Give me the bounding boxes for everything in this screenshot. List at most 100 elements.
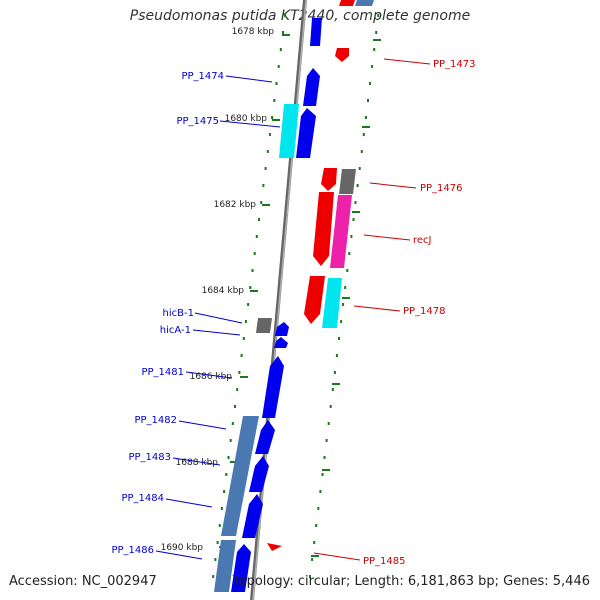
track-dot — [242, 337, 245, 340]
genome-axis — [250, 0, 307, 600]
gene-block-pp1482-steel — [221, 416, 259, 536]
track-dot — [279, 48, 282, 51]
gene-block-top-red — [339, 0, 355, 6]
track-dot — [218, 524, 221, 527]
track-dot — [214, 558, 217, 561]
gene-arrow-pp1483 — [249, 456, 269, 492]
track-dot — [234, 405, 236, 408]
gene-label-pp1473: PP_1473 — [433, 59, 476, 70]
gene-label-pp1482: PP_1482 — [134, 415, 177, 426]
gene-arrow-pp1476 — [321, 168, 337, 191]
track-dot — [331, 388, 334, 391]
track-dot — [329, 405, 332, 408]
track-dot — [313, 541, 316, 544]
track-dot — [275, 82, 278, 85]
track-dot — [282, 31, 284, 34]
track-dot — [251, 269, 254, 272]
track-dot — [317, 507, 320, 510]
gene-label-hicb1: hicB-1 — [163, 308, 194, 319]
gene-arrow-pp1482 — [255, 420, 275, 454]
reverse-gene-labels: PP_1473 PP_1476 recJ PP_1478 PP_1485 — [313, 58, 476, 567]
track-dot — [223, 490, 226, 493]
kbp-tick-1684: 1684 kbp — [202, 286, 258, 296]
gene-block-pp1475-cyan — [279, 104, 299, 158]
track-dot — [258, 218, 260, 221]
track-dot — [238, 371, 241, 374]
track-dot — [260, 201, 263, 204]
genome-summary-text: Topology: circular; Length: 6,181,863 bp… — [232, 574, 590, 589]
track-dot — [236, 388, 239, 391]
track-dot — [377, 14, 380, 17]
gene-arrow-pp1481 — [262, 356, 284, 418]
track-dot — [253, 252, 256, 255]
forward-genes — [214, 18, 322, 592]
track-dot — [268, 133, 271, 136]
track-dot — [373, 48, 376, 51]
kbp-tick-1682: 1682 kbp — [214, 200, 270, 210]
track-dot — [356, 184, 359, 187]
kbp-tick-label: 1678 kbp — [232, 27, 275, 37]
track-dot — [325, 439, 328, 442]
track-dot — [216, 541, 219, 544]
track-dot — [352, 218, 355, 221]
gene-block-pp1476-grey — [339, 169, 356, 194]
track-dot — [264, 167, 267, 170]
gene-arrow-hica1 — [275, 322, 289, 336]
track-dot — [321, 473, 324, 476]
gene-arrow-pp1478 — [304, 276, 325, 324]
gene-arrow-recj — [313, 192, 334, 266]
gene-arrow-pp1486 — [231, 544, 251, 592]
track-dot — [249, 286, 252, 289]
track-dot — [227, 456, 230, 459]
track-dot — [340, 320, 343, 323]
track-dot — [369, 82, 371, 85]
gene-label-hica1: hicA-1 — [160, 325, 191, 336]
gene-label-pp1474: PP_1474 — [181, 71, 224, 82]
gene-arrow-pp1484 — [242, 494, 263, 538]
kbp-tick-label: 1686 kbp — [190, 372, 233, 382]
track-dot — [277, 65, 280, 68]
track-dot — [244, 320, 247, 323]
track-dot — [342, 303, 345, 306]
gene-arrow-top-forward — [310, 18, 322, 46]
track-dot — [247, 303, 250, 306]
reverse-track-ticks — [311, 39, 381, 557]
gene-label-pp1483: PP_1483 — [128, 452, 171, 463]
track-dot — [333, 371, 336, 374]
track-dot — [354, 201, 357, 204]
kbp-tick-label: 1682 kbp — [214, 200, 257, 210]
kbp-ticks: 1678 kbp 1680 kbp 1682 kbp 1684 kbp 1686… — [161, 27, 290, 553]
track-dot — [360, 150, 363, 153]
gene-label-pp1481: PP_1481 — [141, 367, 184, 378]
reverse-genes — [267, 0, 374, 551]
track-dot — [344, 286, 347, 289]
kbp-tick-1690: 1690 kbp — [161, 543, 227, 553]
track-dot — [375, 31, 378, 34]
gene-arrow-pp1473 — [335, 48, 349, 62]
track-dot — [348, 252, 351, 255]
gene-block-recj-magenta — [330, 195, 352, 268]
track-dot — [273, 99, 276, 102]
forward-track-dots — [212, 14, 287, 578]
gene-label-pp1476: PP_1476 — [420, 183, 463, 194]
track-dot — [362, 133, 365, 136]
gene-label-pp1486: PP_1486 — [111, 545, 154, 556]
track-dot — [212, 575, 215, 578]
forward-gene-labels: PP_1474 PP_1475 hicB-1 hicA-1 PP_1481 PP… — [111, 71, 281, 560]
gene-arrow-pp1475 — [296, 108, 316, 158]
gene-arrow-pp1485 — [267, 543, 282, 551]
gene-block-hicb1 — [256, 318, 272, 333]
track-dot — [220, 507, 223, 510]
genome-title: Pseudomonas putida KT2440, complete geno… — [129, 8, 471, 24]
kbp-tick-1686: 1686 kbp — [190, 372, 248, 382]
track-dot — [240, 354, 243, 357]
track-dot — [346, 269, 349, 272]
kbp-tick-1680: 1680 kbp — [225, 114, 280, 124]
track-dot — [311, 558, 314, 561]
track-dot — [364, 116, 367, 119]
gene-label-pp1484: PP_1484 — [121, 493, 164, 504]
accession-text: Accession: NC_002947 — [9, 574, 157, 589]
kbp-tick-label: 1688 kbp — [176, 458, 219, 468]
track-dot — [358, 167, 361, 170]
kbp-tick-1678: 1678 kbp — [232, 27, 290, 37]
